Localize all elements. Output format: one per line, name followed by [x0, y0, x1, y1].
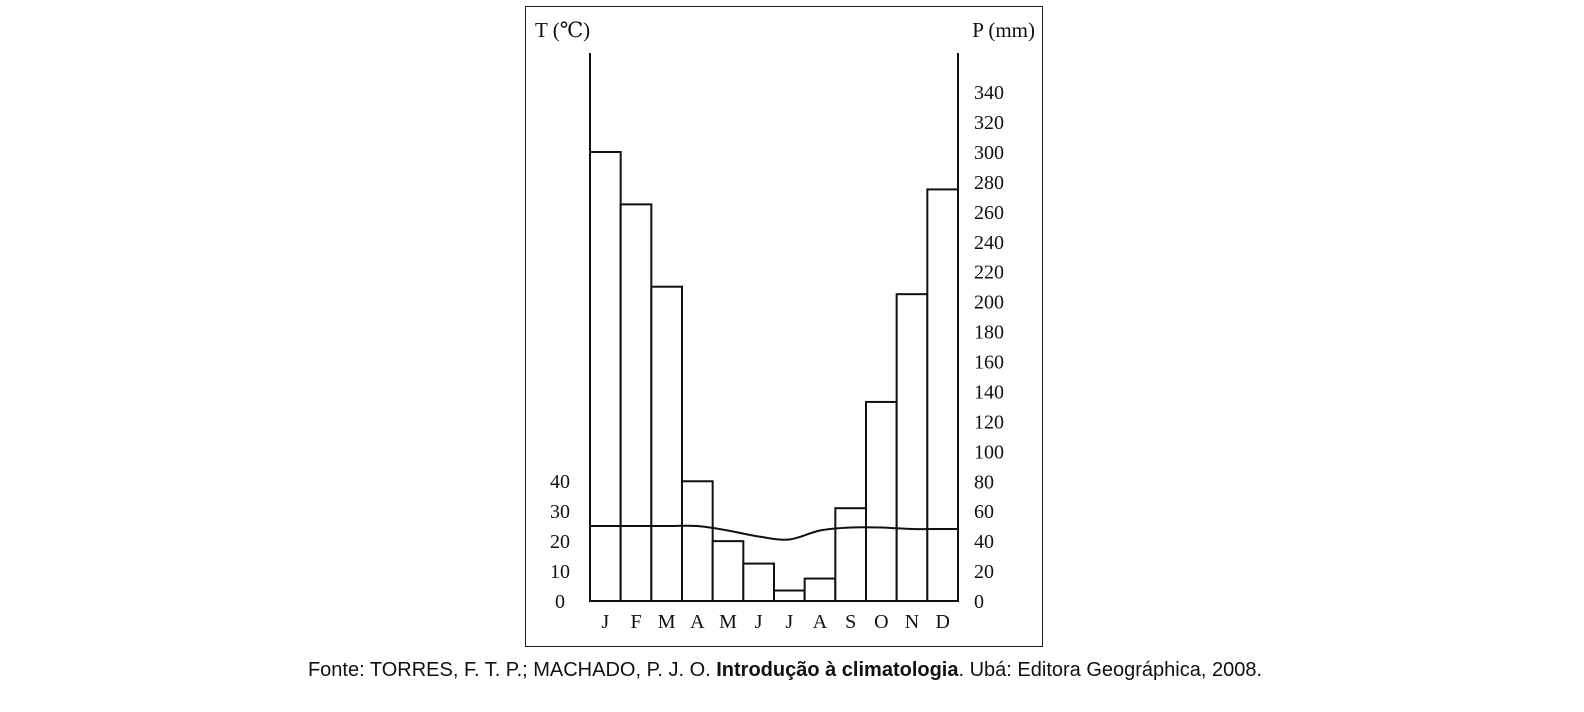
right-tick-label: 140 [974, 381, 1004, 403]
climograph-chart: 0 10 20 30 40 0 20 40 60 80 100 120 140 160 180 200 220 2… [535, 18, 1035, 633]
left-tick-label: 30 [550, 501, 570, 523]
caption-title: Introdução à climatologia [716, 659, 959, 681]
month-label: A [813, 611, 828, 633]
precip-bar-11 [895, 293, 929, 602]
right-tick-label: 160 [974, 352, 1004, 374]
month-label: F [630, 611, 641, 633]
right-tick-label: 60 [974, 501, 994, 523]
precip-bar-3 [650, 285, 684, 602]
precip-bar-10 [865, 400, 898, 602]
right-tick-label: 280 [974, 172, 1004, 194]
month-label: M [658, 611, 676, 633]
left-tick-label: 0 [555, 591, 565, 613]
precip-bar-7 [773, 589, 806, 602]
left-axis-label: T (℃) [535, 18, 590, 42]
right-tick-label: 340 [974, 82, 1004, 104]
month-label: J [785, 611, 793, 633]
right-tick-label: 220 [974, 262, 1004, 284]
right-tick-label: 100 [974, 441, 1004, 463]
precip-bar-9 [834, 507, 868, 602]
chart-frame: 0 10 20 30 40 0 20 40 60 80 100 120 140 160 180 200 220 2… [525, 6, 1043, 647]
right-tick-label: 80 [974, 471, 994, 493]
precip-bar-12 [926, 188, 960, 603]
right-tick-label: 40 [974, 531, 994, 553]
right-tick-label: 180 [974, 322, 1004, 344]
left-tick-label: 20 [550, 531, 570, 553]
month-label: J [601, 611, 609, 633]
left-tick-label: 40 [550, 471, 570, 493]
right-tick-label: 320 [974, 112, 1004, 134]
temperature-line [590, 524, 958, 541]
right-tick-label: 260 [974, 202, 1004, 224]
precip-bar-1 [589, 151, 622, 602]
precip-bar-6 [742, 562, 775, 602]
month-label: N [905, 611, 919, 633]
precip-bar-4 [681, 480, 714, 602]
right-tick-label: 20 [974, 561, 994, 583]
right-tick-label: 200 [974, 292, 1004, 314]
right-tick-label: 120 [974, 411, 1004, 433]
precip-bar-2 [619, 203, 653, 602]
left-tick-label: 10 [550, 561, 570, 583]
right-tick-label: 300 [974, 142, 1004, 164]
right-axis-label: P (mm) [972, 18, 1035, 42]
month-label: A [690, 611, 705, 633]
right-tick-label: 0 [974, 591, 984, 613]
caption-prefix: Fonte: TORRES, F. T. P.; MACHADO, P. J. … [307, 659, 717, 681]
month-label: D [935, 611, 949, 633]
month-label: M [719, 611, 737, 633]
caption-suffix: . Ubá: Editora Geográphica, 2008. [958, 659, 1263, 681]
precip-bar-8 [803, 577, 837, 602]
month-label: J [755, 611, 763, 633]
month-label: O [874, 611, 888, 633]
right-tick-label: 240 [974, 232, 1004, 254]
precip-bar-5 [711, 540, 745, 603]
month-label: S [845, 611, 856, 633]
source-caption: Fonte: TORRES, F. T. P.; MACHADO, P. J. … [0, 659, 1570, 682]
